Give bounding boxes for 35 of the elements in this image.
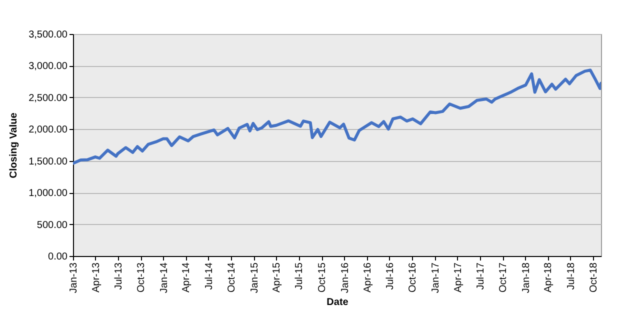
y-axis-title: Closing Value	[8, 112, 20, 178]
x-tick-label: Jan-15	[249, 262, 260, 294]
x-tick-label: Jul-18	[566, 262, 577, 290]
y-tick-label: 1,000.00	[28, 188, 68, 200]
line-series	[73, 68, 601, 165]
x-tick-label: Oct-14	[226, 262, 238, 293]
y-tick-label: 1,500.00	[28, 156, 68, 168]
x-tick-label: Apr-16	[362, 262, 374, 293]
y-tick-label: 3,500.00	[28, 30, 68, 40]
y-tick-label: 0.00	[48, 252, 68, 262]
x-tick-label: Oct-18	[588, 262, 600, 293]
x-tick-label: Jan-18	[520, 262, 532, 294]
x-tick-label: Apr-13	[90, 262, 102, 293]
x-tick-label: Apr-14	[181, 262, 192, 293]
x-tick-label: Jul-16	[384, 262, 396, 290]
x-tick-label: Jul-14	[204, 262, 215, 290]
x-tick-label: Jan-14	[158, 262, 170, 294]
x-tick-label: Oct-17	[498, 262, 510, 293]
x-tick-label: Jan-16	[340, 262, 351, 294]
x-tick-label: Oct-16	[408, 262, 419, 293]
x-tick-label: Jul-13	[113, 262, 124, 290]
x-tick-label: Jan-17	[430, 262, 442, 294]
x-tick-label: Jan-13	[68, 262, 80, 294]
y-tick-label: 2,500.00	[28, 92, 68, 104]
x-axis-title: Date	[326, 297, 349, 308]
x-tick-label: Oct-15	[317, 262, 328, 293]
x-tick-label: Jul-17	[475, 262, 486, 290]
x-tick-label: Apr-15	[272, 262, 283, 293]
x-tick-label: Jul-15	[294, 262, 306, 290]
x-tick-label: Apr-18	[543, 262, 554, 293]
y-tick-label: 500.00	[36, 220, 68, 231]
y-tick-label: 3,000.00	[28, 61, 68, 72]
y-tick-label: 2,000.00	[28, 124, 68, 136]
x-tick-label: Apr-17	[452, 262, 464, 293]
x-tick-label: Oct-13	[136, 262, 148, 293]
